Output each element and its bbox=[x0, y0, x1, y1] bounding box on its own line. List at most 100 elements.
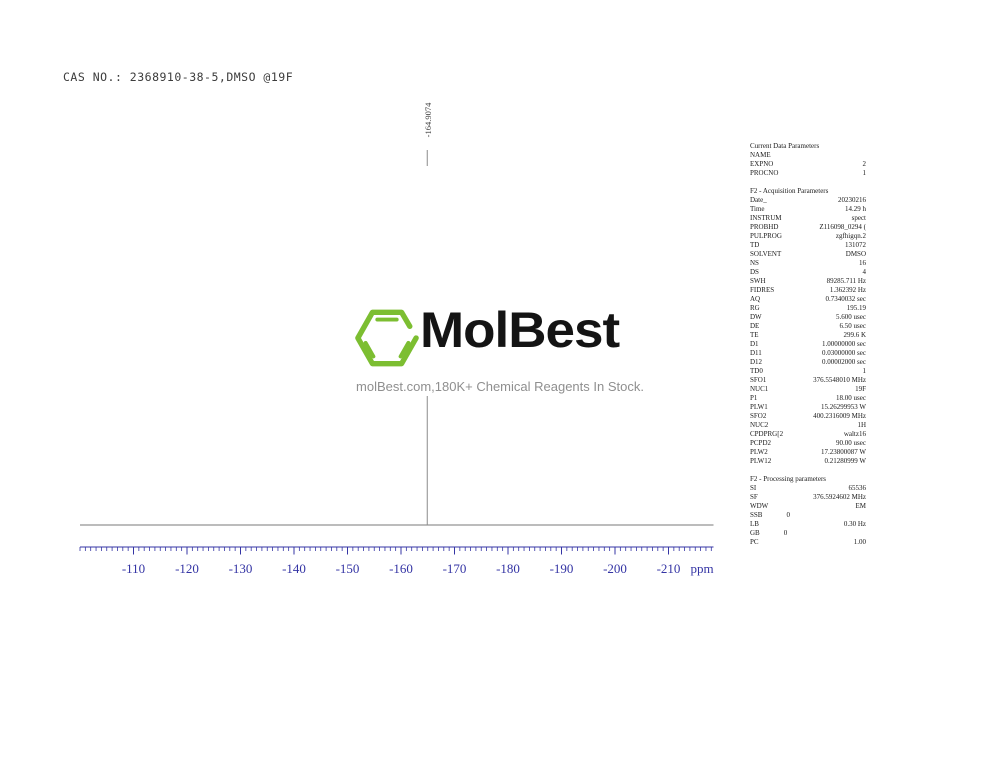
param-value: spect bbox=[851, 214, 866, 222]
param-row: SWH 89285.711 Hz bbox=[750, 277, 866, 286]
param-label: SI bbox=[750, 484, 757, 492]
param-label: PLW2 bbox=[750, 448, 768, 456]
param-row: AQ 0.7340032 sec bbox=[750, 295, 866, 304]
param-value: 2 bbox=[862, 160, 867, 168]
param-label: NAME bbox=[750, 151, 771, 159]
param-row: SI 65536 bbox=[750, 484, 866, 493]
param-row: Time 14.29 h bbox=[750, 205, 866, 214]
param-label: Time bbox=[750, 205, 765, 213]
param-row: PCPD2 90.00 usec bbox=[750, 439, 866, 448]
param-label: EXPNO bbox=[750, 160, 774, 168]
param-row: D11 0.03000000 sec bbox=[750, 349, 866, 358]
param-row: P1 18.00 usec bbox=[750, 394, 866, 403]
param-value: 0 bbox=[783, 529, 788, 537]
param-value: 5.600 usec bbox=[836, 313, 866, 321]
param-value: 195.19 bbox=[846, 304, 866, 312]
param-row: PC 1.00 bbox=[750, 538, 866, 547]
axis-tick-label: -160 bbox=[389, 561, 413, 576]
axis-unit-label: ppm bbox=[690, 561, 713, 576]
param-section-title: Current Data Parameters bbox=[750, 142, 820, 150]
param-row: SFO1 376.5548010 MHz bbox=[750, 376, 866, 385]
param-row: PROBHD Z116098_0294 ( bbox=[750, 223, 866, 232]
param-row: TD 131072 bbox=[750, 241, 866, 250]
param-label: NS bbox=[750, 259, 759, 267]
param-label: NUC2 bbox=[750, 421, 769, 429]
param-label: GB bbox=[750, 529, 760, 537]
param-value: DMSO bbox=[845, 250, 866, 258]
param-value: EM bbox=[855, 502, 867, 510]
param-label: LB bbox=[750, 520, 759, 528]
param-label: NUC1 bbox=[750, 385, 769, 393]
param-label: D12 bbox=[750, 358, 763, 366]
param-row: NAME bbox=[750, 151, 866, 160]
param-label: FIDRES bbox=[750, 286, 775, 294]
param-section-title: F2 - Processing parameters bbox=[750, 475, 827, 483]
axis-tick-label: -180 bbox=[496, 561, 520, 576]
param-row: PLW2 17.23800087 W bbox=[750, 448, 866, 457]
param-value: 4 bbox=[862, 268, 867, 276]
param-label: SWH bbox=[750, 277, 766, 285]
param-row: SOLVENT DMSO bbox=[750, 250, 866, 259]
param-value bbox=[771, 151, 866, 160]
benzene-hexagon-icon bbox=[355, 309, 419, 367]
param-value: 18.00 usec bbox=[836, 394, 866, 402]
param-value: zgfhigqn.2 bbox=[835, 232, 866, 240]
param-row: SFO2 400.2316009 MHz bbox=[750, 412, 866, 421]
param-value: 1 bbox=[862, 169, 867, 177]
param-value: 131072 bbox=[845, 241, 866, 249]
param-row: PLW1 15.26299953 W bbox=[750, 403, 866, 412]
axis-tick-label: -120 bbox=[175, 561, 199, 576]
param-label: TD bbox=[750, 241, 760, 249]
param-value: 1 bbox=[862, 367, 867, 375]
param-label: D11 bbox=[750, 349, 762, 357]
param-value: waltz16 bbox=[843, 430, 866, 438]
param-row: CPDPRG[2 waltz16 bbox=[750, 430, 866, 439]
param-label: PC bbox=[750, 538, 759, 546]
param-value: 376.5548010 MHz bbox=[813, 376, 866, 384]
param-label: TD0 bbox=[750, 367, 763, 375]
param-label: PLW12 bbox=[750, 457, 772, 465]
param-row: FIDRES 1.362392 Hz bbox=[750, 286, 866, 295]
param-row: SF 376.5924602 MHz bbox=[750, 493, 866, 502]
param-value: 0.7340032 sec bbox=[825, 295, 866, 303]
param-value: 65536 bbox=[848, 484, 867, 492]
param-value: 0.00002000 sec bbox=[822, 358, 866, 366]
param-row: INSTRUM spect bbox=[750, 214, 866, 223]
axis-tick-label: -210 bbox=[657, 561, 681, 576]
cas-header-text: CAS NO.: 2368910-38-5,DMSO @19F bbox=[63, 70, 294, 84]
param-row: D1 1.00000000 sec bbox=[750, 340, 866, 349]
param-value: 6.50 usec bbox=[839, 322, 866, 330]
param-section: F2 - Acquisition Parameters Date_ 20230216… bbox=[750, 187, 866, 466]
param-row: NUC1 19F bbox=[750, 385, 866, 394]
param-row: GB 0 bbox=[750, 529, 866, 538]
param-value: 1.00000000 sec bbox=[822, 340, 866, 348]
param-row: D12 0.00002000 sec bbox=[750, 358, 866, 367]
param-label: INSTRUM bbox=[750, 214, 782, 222]
param-value: 0 bbox=[786, 511, 790, 519]
param-value: 400.2316009 MHz bbox=[813, 412, 866, 420]
param-value: 89285.711 Hz bbox=[826, 277, 866, 285]
param-value: 19F bbox=[855, 385, 866, 393]
param-label: SF bbox=[750, 493, 758, 501]
param-value: 376.5924602 MHz bbox=[813, 493, 866, 501]
param-row: RG 195.19 bbox=[750, 304, 866, 313]
param-row: PLW12 0.21280999 W bbox=[750, 457, 866, 466]
param-section: F2 - Processing parameters SI 65536 SF 376.5… bbox=[750, 475, 866, 547]
axis-tick-label: -110 bbox=[122, 561, 145, 576]
logo-brand-text: MolBest bbox=[420, 302, 620, 359]
param-value: Z116098_0294 ( bbox=[819, 223, 866, 231]
axis-tick-label: -150 bbox=[336, 561, 360, 576]
param-label: PROBHD bbox=[750, 223, 779, 231]
param-row: LB 0.30 Hz bbox=[750, 520, 866, 529]
param-label: SOLVENT bbox=[750, 250, 782, 258]
param-row: DW 5.600 usec bbox=[750, 313, 866, 322]
parameters-panel: Current Data Parameters NAME EXPNO 2 PROCNO 1… bbox=[750, 142, 866, 547]
molbest-logo: MolBest bbox=[354, 303, 654, 398]
param-row: TD0 1 bbox=[750, 367, 866, 376]
param-label: SFO2 bbox=[750, 412, 767, 420]
axis-tick-label: -170 bbox=[443, 561, 467, 576]
param-section: Current Data Parameters NAME EXPNO 2 PROCNO 1 bbox=[750, 142, 866, 178]
param-row: PROCNO 1 bbox=[750, 169, 866, 178]
param-row: SSB 0 bbox=[750, 511, 866, 520]
param-label: SSB bbox=[750, 511, 763, 519]
